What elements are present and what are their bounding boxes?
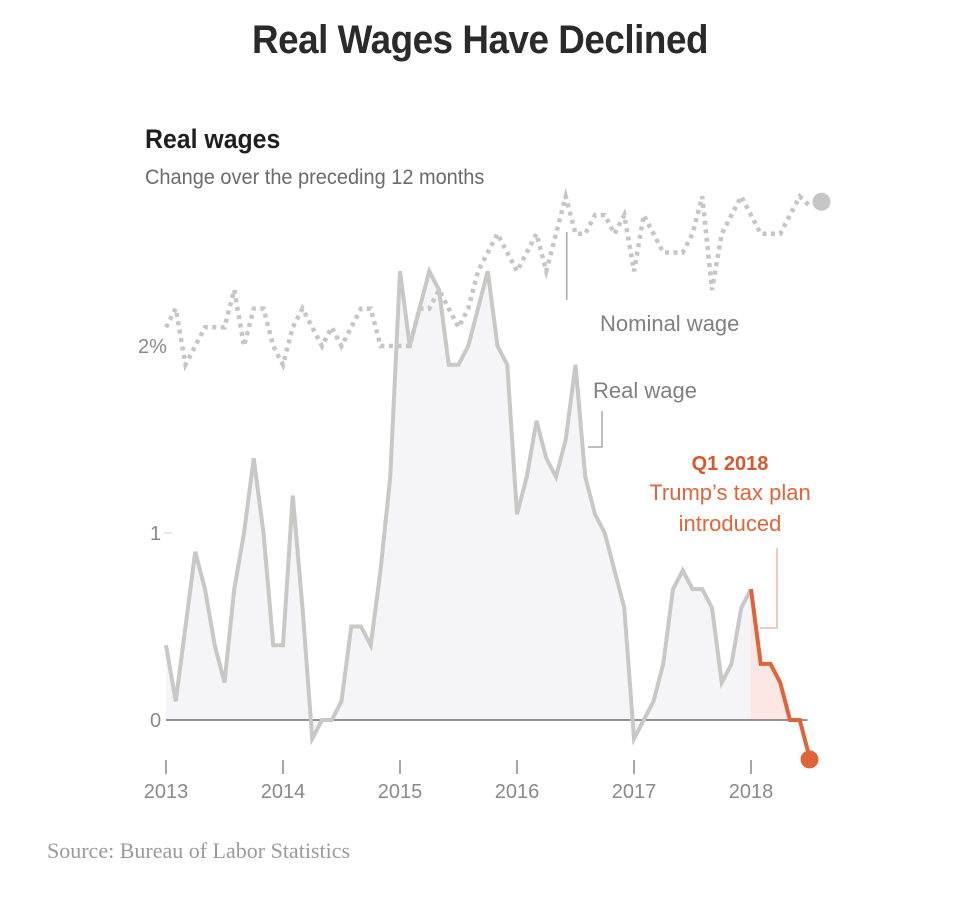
page-title: Real Wages Have Declined [252,18,708,62]
tax-plan-text-line1: Trump’s tax plan [649,480,810,505]
x-tick-label: 2013 [144,781,189,803]
real-wage-label: Real wage [593,378,697,403]
x-tick-label: 2015 [378,781,423,803]
real-wage-leader-line [588,411,603,448]
tax-plan-heading: Q1 2018 [692,453,769,475]
real-wage-endpoint [800,750,819,769]
y-tick-label: 1 [150,523,161,545]
real-wage-area [166,271,751,739]
annotations: Nominal wage Real wage Q1 2018 Trump’s t… [566,232,811,629]
tax-plan-text-line2: introduced [679,511,782,536]
x-tick-label: 2017 [612,781,657,803]
nominal-wage-line [164,187,812,372]
x-axis: 2013 2014 2015 2016 2017 2018 [144,760,774,803]
x-tick-label: 2014 [261,781,306,803]
nominal-wage-series [164,187,812,372]
source-note: Source: Bureau of Labor Statistics [47,838,351,863]
nominal-wage-endpoint [812,192,831,211]
real-wage-area-group [166,271,810,739]
tax-plan-highlight-area [751,589,810,720]
nominal-wage-label: Nominal wage [600,311,739,336]
chart-title: Real wages [145,124,281,154]
y-tick-label: 0 [150,710,161,732]
y-tick-label: 2% [138,336,167,358]
y-axis: 0 1 2% [138,336,172,732]
x-tick-label: 2016 [495,781,540,803]
chart-subtitle: Change over the preceding 12 months [145,166,485,189]
real-wage-line [164,265,753,746]
tax-plan-leader-line [760,548,778,629]
real-wage-highlight-line [749,588,812,758]
x-tick-label: 2018 [729,781,774,803]
